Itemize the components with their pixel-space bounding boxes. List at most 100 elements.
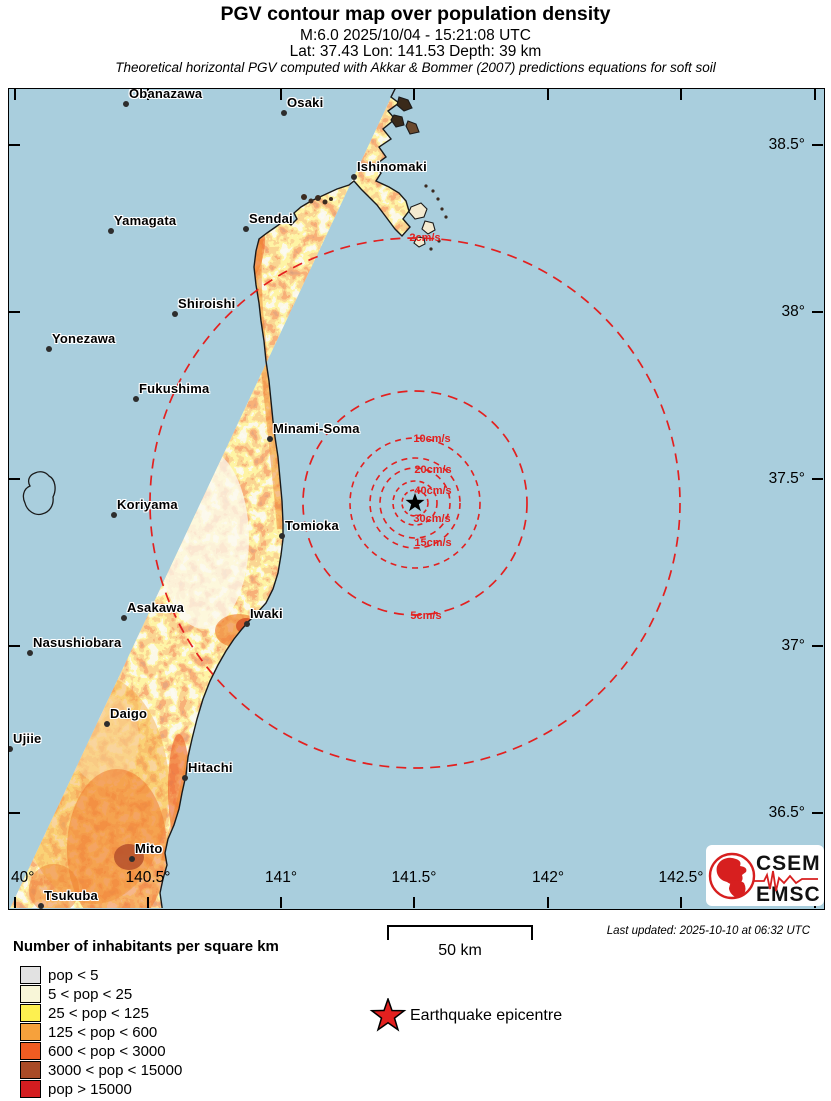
- city-label: Shiroishi: [178, 296, 236, 311]
- city-label: Koriyama: [117, 497, 178, 512]
- city-dot: [281, 110, 287, 116]
- method-note: Theoretical horizontal PGV computed with…: [115, 60, 716, 75]
- map-frame: 2cm/s 5cm/s 10cm/s 15cm/s 20cm/s 30cm/s …: [8, 88, 825, 910]
- city-dot: [182, 775, 188, 781]
- contour-label: 30cm/s: [413, 513, 450, 525]
- city-dot: [279, 533, 285, 539]
- legend-label: 600 < pop < 3000: [48, 1043, 166, 1060]
- pgv-contour-circle: [379, 467, 451, 539]
- legend-label: 5 < pop < 25: [48, 986, 133, 1003]
- contour-label: 2cm/s: [409, 232, 440, 244]
- event-location-depth: Lat: 37.43 Lon: 141.53 Depth: 39 km: [289, 43, 542, 60]
- epicentre-star-icon: [369, 996, 407, 1032]
- city-label: Sendai: [249, 211, 293, 226]
- legend-swatch: [20, 1061, 41, 1079]
- lon-label: 141°: [264, 869, 298, 886]
- city-dot: [38, 903, 44, 909]
- lon-label: 40°: [11, 869, 35, 886]
- islands: [390, 96, 436, 248]
- city-dot: [46, 346, 52, 352]
- small-islets: [301, 184, 448, 251]
- city-dot: [244, 621, 250, 627]
- csem-emsc-logo-art: CSEM EMSC: [708, 852, 821, 906]
- city-label: Ishinomaki: [357, 159, 427, 174]
- pgv-contour-circle: [349, 437, 481, 569]
- logo-text-emsc: EMSC: [756, 883, 821, 906]
- city-label: Obanazawa: [129, 88, 203, 101]
- city-label: Nasushiobara: [33, 635, 122, 650]
- lon-label: 141.5°: [391, 869, 437, 886]
- city-label: Ujiie: [13, 731, 42, 746]
- scalebar-tick-right: [531, 925, 533, 940]
- city-label: Osaki: [287, 95, 324, 110]
- pgv-contour-circle: [392, 480, 438, 526]
- city-dot: [351, 174, 357, 180]
- last-updated: Last updated: 2025-10-10 at 06:32 UTC: [606, 925, 810, 937]
- contour-label: 15cm/s: [414, 537, 451, 549]
- lake: [22, 471, 56, 516]
- city-dot: [104, 721, 110, 727]
- city-dot: [243, 226, 249, 232]
- page-title: PGV contour map over population density: [220, 3, 611, 25]
- lon-label: 142.5°: [658, 869, 704, 886]
- city-label: Daigo: [110, 706, 148, 721]
- legend-title: Number of inhabitants per square km: [13, 938, 279, 955]
- legend-label: 125 < pop < 600: [48, 1024, 158, 1041]
- landmass: [9, 89, 411, 908]
- city-label: Yonezawa: [52, 331, 116, 346]
- scalebar-line: [387, 925, 533, 927]
- city-dot: [121, 615, 127, 621]
- city-label: Hitachi: [188, 760, 233, 775]
- city-label: Minami-Soma: [273, 421, 360, 436]
- pgv-contours: [149, 237, 681, 769]
- lon-label: 142°: [531, 869, 565, 886]
- lat-label: 37.5°: [768, 470, 805, 487]
- legend-swatch: [20, 1004, 41, 1022]
- contour-label: 40cm/s: [414, 485, 451, 497]
- logo-text-csem: CSEM: [756, 852, 821, 875]
- city-label: Yamagata: [114, 213, 177, 228]
- legend-label: 3000 < pop < 15000: [48, 1062, 183, 1079]
- legend-swatch: [20, 1023, 41, 1041]
- pgv-contour-circle: [401, 489, 429, 517]
- epicentre-legend: Earthquake epicentre: [368, 996, 608, 1038]
- graticule-ticks: [9, 89, 823, 908]
- epicenter-star: [405, 493, 425, 512]
- legend-swatch: [20, 1042, 41, 1060]
- city-dot: [108, 228, 114, 234]
- pgv-contour-circle: [302, 390, 528, 616]
- city-dot: [111, 512, 117, 518]
- lat-label: 36.5°: [768, 804, 805, 821]
- contour-label: 20cm/s: [414, 464, 451, 476]
- pgv-contour-circle: [369, 457, 461, 549]
- city-dot: [133, 396, 139, 402]
- legend-swatch: [20, 985, 41, 1003]
- scalebar-tick-left: [387, 925, 389, 940]
- city-label: Iwaki: [250, 606, 283, 621]
- map-canvas: 2cm/s 5cm/s 10cm/s 15cm/s 20cm/s 30cm/s …: [9, 89, 823, 908]
- csem-emsc-logo: CSEM EMSC: [706, 845, 824, 906]
- legend-label: pop > 15000: [48, 1081, 132, 1098]
- city-dot: [267, 436, 273, 442]
- city-label: Mito: [135, 841, 163, 856]
- legend-swatch: [20, 1080, 41, 1098]
- city-label: Tomioka: [285, 518, 339, 533]
- city-label: Tsukuba: [44, 888, 98, 903]
- lon-label: 140.5°: [125, 869, 171, 886]
- pgv-contour-circle: [149, 237, 681, 769]
- city-dot: [123, 101, 129, 107]
- epicentre-legend-label: Earthquake epicentre: [410, 1007, 563, 1024]
- event-magnitude-time: M:6.0 2025/10/04 - 15:21:08 UTC: [300, 27, 531, 44]
- scalebar-label: 50 km: [438, 942, 482, 959]
- legend-label: 25 < pop < 125: [48, 1005, 149, 1022]
- city-dot: [9, 746, 13, 752]
- legend-swatch: [20, 966, 41, 984]
- city-label: Asakawa: [127, 600, 185, 615]
- city-dot: [172, 311, 178, 317]
- contour-label: 10cm/s: [413, 433, 450, 445]
- city-dot: [129, 856, 135, 862]
- lat-label: 37°: [781, 637, 805, 654]
- city-dot: [27, 650, 33, 656]
- city-label: Fukushima: [139, 381, 210, 396]
